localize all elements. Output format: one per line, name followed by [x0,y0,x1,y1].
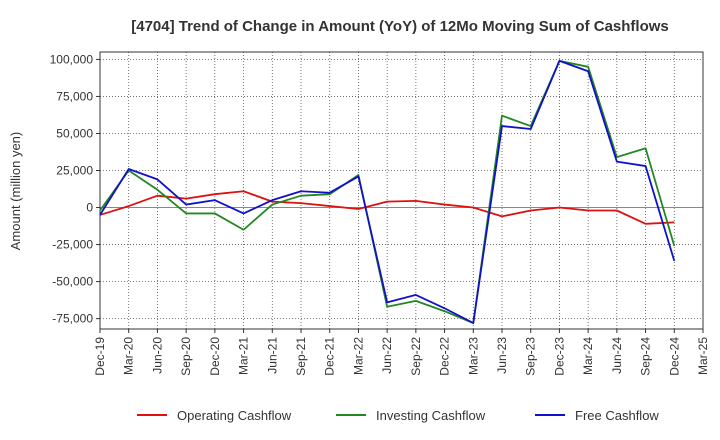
x-tick-label: Dec-19 [93,337,107,376]
y-tick-label: 100,000 [50,52,94,66]
x-tick-label: Sep-23 [524,337,538,376]
x-tick-label: Jun-21 [265,337,279,374]
x-tick-label: Jun-20 [150,337,164,374]
x-tick-label: Mar-20 [122,337,136,375]
x-tick-label: Mar-23 [466,337,480,375]
y-tick-label: -25,000 [52,238,93,252]
y-axis-label: Amount (million yen) [8,132,23,251]
legend-label-investing-cashflow: Investing Cashflow [376,408,486,423]
chart-title: [4704] Trend of Change in Amount (YoY) o… [131,18,669,35]
x-tick-label: Dec-20 [208,337,222,376]
x-tick-label: Dec-21 [323,337,337,376]
x-tick-label: Mar-22 [351,337,365,375]
legend-label-operating-cashflow: Operating Cashflow [177,408,292,423]
x-tick-label: Sep-21 [294,337,308,376]
y-tick-label: -50,000 [52,275,93,289]
legend: Operating Cashflow Investing Cashflow Free… [137,408,659,423]
x-tick-label: Jun-22 [380,337,394,374]
legend-label-free-cashflow: Free Cashflow [575,408,659,423]
axes: 100,000 75,000 50,000 25,000 0 -25,000 -50,000… [50,51,710,376]
x-tick-label: Sep-20 [179,337,193,376]
x-tick-label: Jun-24 [610,337,624,374]
x-tick-label: Mar-24 [581,337,595,375]
x-tick-label: Dec-23 [552,337,566,376]
series-line-investing-cashflow [99,59,676,324]
y-tick-label: 25,000 [56,164,93,178]
x-tick-label: Dec-22 [438,337,452,376]
x-tick-label: Mar-25 [696,337,710,375]
y-tick-label: 50,000 [56,126,93,140]
series-line-operating-cashflow [99,190,675,225]
x-tick-label: Sep-24 [639,337,653,376]
x-tick-label: Jun-23 [495,337,509,374]
x-tick-label: Sep-22 [409,337,423,376]
y-tick-label: -75,000 [52,312,93,326]
y-tick-label: 0 [86,201,93,215]
plot-frame [99,51,704,330]
x-tick-label: Dec-24 [667,337,681,376]
series-lines [99,59,676,324]
y-tick-label: 75,000 [56,89,93,103]
x-tick-label: Mar-21 [237,337,251,375]
series-line-free-cashflow [99,59,676,324]
grid [99,52,704,329]
